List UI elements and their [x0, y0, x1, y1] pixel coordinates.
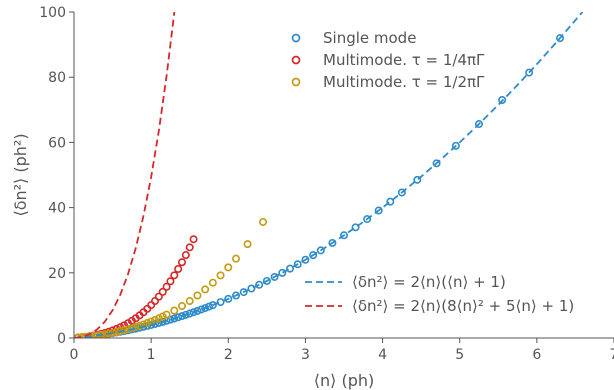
- data-point-0: [363, 215, 372, 224]
- data-point-0: [166, 315, 175, 324]
- fit-line-3: [74, 12, 584, 338]
- y-axis-label: ⟨δn²⟩ (ph²): [11, 133, 30, 216]
- y-tick-label: 80: [48, 70, 66, 86]
- data-point-0: [181, 310, 190, 319]
- y-tick-label: 60: [48, 135, 66, 151]
- axes: [73, 12, 614, 339]
- data-point-0: [178, 312, 187, 321]
- data-point-0: [205, 302, 214, 311]
- data-point-0: [224, 294, 233, 303]
- data-point-0: [193, 306, 202, 315]
- data-point-2: [208, 278, 217, 287]
- y-tick-label: 100: [39, 5, 66, 21]
- legend: Single mode Multimode. τ = 1/4πΓ Multimode…: [291, 29, 574, 315]
- x-tick-label: 2: [224, 347, 233, 363]
- data-point-2: [185, 297, 194, 306]
- data-point-0: [262, 276, 271, 285]
- data-point-0: [278, 268, 287, 277]
- legend-label: ⟨δn²⟩ = 2⟨n⟩(⟨n⟩ + 1): [352, 273, 506, 291]
- data-point-0: [316, 246, 325, 255]
- data-point-0: [270, 272, 279, 281]
- data-point-1: [185, 243, 194, 252]
- data-point-0: [255, 280, 264, 289]
- x-tick-label: 5: [455, 347, 464, 363]
- legend-label: ⟨δn²⟩ = 2⟨n⟩(8⟨n⟩² + 5⟨n⟩ + 1): [352, 297, 574, 315]
- data-point-0: [498, 95, 507, 104]
- data-point-1: [154, 292, 163, 301]
- data-point-1: [162, 282, 171, 291]
- data-point-2: [216, 271, 225, 280]
- data-point-2: [201, 285, 210, 294]
- legend-marker: [291, 77, 301, 87]
- data-point-0: [239, 288, 248, 297]
- data-point-2: [258, 217, 267, 226]
- y-tick-label: 0: [57, 331, 66, 347]
- data-point-0: [328, 238, 337, 247]
- data-point-0: [285, 264, 294, 273]
- data-point-1: [158, 287, 167, 296]
- data-point-1: [151, 297, 160, 306]
- data-point-0: [293, 260, 302, 269]
- x-tick-label: 4: [378, 347, 387, 363]
- data-point-0: [474, 120, 483, 129]
- plot-area: [74, 12, 584, 338]
- data-point-1: [170, 271, 179, 280]
- data-point-2: [120, 326, 129, 335]
- data-point-2: [170, 306, 179, 315]
- legend-label: Multimode. τ = 1/4πΓ: [323, 51, 485, 69]
- data-point-0: [301, 255, 310, 264]
- legend-label: Single mode: [323, 29, 416, 47]
- y-tick-label: 40: [48, 201, 66, 217]
- data-point-2: [154, 314, 163, 323]
- legend-label: Multimode. τ = 1/2πΓ: [323, 73, 485, 91]
- fit-line-4: [74, 12, 176, 338]
- data-point-0: [397, 188, 406, 197]
- data-point-1: [181, 251, 190, 260]
- legend-marker: [291, 33, 301, 43]
- data-point-2: [224, 263, 233, 272]
- data-point-2: [193, 291, 202, 300]
- data-point-0: [216, 298, 225, 307]
- x-tick-label: 0: [70, 347, 79, 363]
- x-tick-label: 3: [301, 347, 310, 363]
- data-point-2: [158, 312, 167, 321]
- x-tick-label: 6: [532, 347, 541, 363]
- data-point-0: [185, 309, 194, 318]
- data-point-0: [555, 34, 564, 43]
- x-tick-label: 1: [147, 347, 156, 363]
- data-point-1: [166, 277, 175, 286]
- data-point-2: [243, 240, 252, 249]
- tick-labels: 0 1 2 3 4 5 6 7 0 20 40 60 80 100: [39, 5, 614, 363]
- data-point-0: [351, 223, 360, 232]
- data-point-1: [178, 258, 187, 267]
- y-tick-label: 20: [48, 266, 66, 282]
- data-point-1: [189, 235, 198, 244]
- data-point-0: [189, 308, 198, 317]
- data-point-0: [339, 231, 348, 240]
- data-point-2: [143, 319, 152, 328]
- data-point-0: [413, 175, 422, 184]
- data-point-0: [386, 197, 395, 206]
- data-point-2: [232, 254, 241, 263]
- data-point-0: [451, 141, 460, 150]
- data-point-0: [309, 251, 318, 260]
- x-tick-label: 7: [610, 347, 614, 363]
- data-point-2: [135, 321, 144, 330]
- legend-marker: [291, 55, 301, 65]
- data-point-0: [432, 159, 441, 168]
- data-point-2: [162, 310, 171, 319]
- data-point-2: [131, 322, 140, 331]
- data-point-0: [374, 206, 383, 215]
- data-point-0: [247, 284, 256, 293]
- data-point-0: [525, 68, 534, 77]
- data-point-2: [178, 302, 187, 311]
- data-point-0: [232, 291, 241, 300]
- data-point-0: [197, 305, 206, 314]
- x-axis-label: ⟨n⟩ (ph): [314, 371, 375, 390]
- data-point-0: [201, 304, 210, 313]
- data-point-1: [174, 264, 183, 273]
- data-point-0: [208, 301, 217, 310]
